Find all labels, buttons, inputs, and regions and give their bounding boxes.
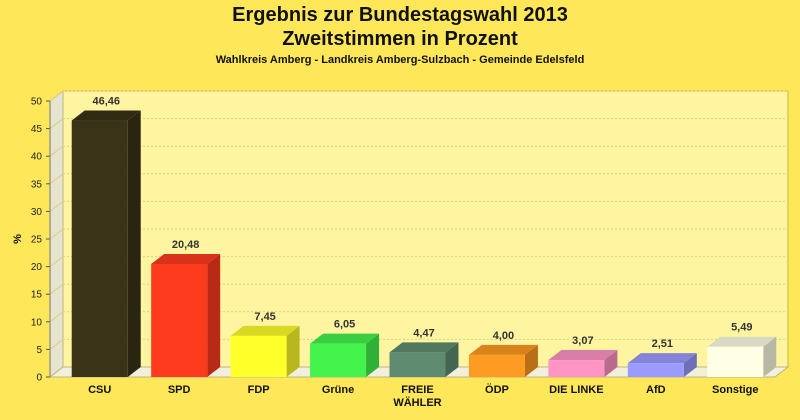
category-label: Grüne	[322, 384, 354, 396]
value-label: 6,05	[334, 319, 355, 331]
category-label: ÖDP	[485, 383, 509, 396]
bar	[230, 335, 287, 377]
value-label: 7,45	[254, 311, 275, 323]
value-label: 4,47	[413, 327, 434, 339]
y-tick-label: 25	[31, 235, 43, 246]
y-tick-label: 35	[31, 179, 43, 190]
bar-side	[366, 333, 380, 377]
bar	[389, 352, 446, 377]
category-label: WÄHLER	[393, 396, 441, 409]
bar-top	[71, 110, 141, 121]
grid-line-side	[49, 311, 64, 323]
chart-subtitle: Zweitstimmen in Prozent	[282, 28, 518, 50]
grid-line-side	[49, 118, 64, 129]
grid-line-side	[49, 145, 64, 157]
category-label: SPD	[168, 384, 191, 396]
chart-region-subtitle: Wahlkreis Amberg - Landkreis Amberg-Sulz…	[215, 54, 585, 66]
value-label: 2,51	[652, 338, 673, 350]
y-tick-label: 0	[36, 373, 42, 384]
bar-side	[127, 110, 141, 377]
value-label: 4,00	[493, 330, 514, 342]
y-tick-label: 45	[31, 124, 43, 135]
category-label: CSU	[88, 384, 111, 396]
bar	[151, 263, 208, 377]
bar-top	[230, 325, 300, 336]
grid-line-side	[49, 339, 64, 350]
y-tick-label: 40	[31, 152, 43, 163]
bar-top	[151, 253, 221, 264]
grid-line-side	[49, 90, 64, 102]
bar-side	[445, 342, 459, 377]
bar	[548, 360, 605, 377]
grid-line-side	[49, 173, 64, 185]
category-label: FDP	[248, 384, 270, 396]
bar-side	[763, 336, 777, 377]
category-label: DIE LINKE	[549, 384, 603, 396]
y-tick-label: 50	[31, 97, 43, 108]
category-label: FREIE	[401, 384, 433, 396]
bar-top	[548, 350, 618, 361]
value-label: 20,48	[172, 239, 200, 251]
bar-top	[389, 342, 459, 353]
grid-line-side	[49, 201, 64, 212]
bar-top	[468, 344, 538, 355]
y-tick-label: 5	[36, 345, 42, 356]
value-label: 46,46	[92, 96, 120, 108]
category-label: AfD	[646, 384, 666, 396]
bar	[707, 346, 764, 377]
category-label: Sonstige	[712, 384, 758, 396]
bar-side	[683, 353, 697, 377]
value-label: 3,07	[572, 335, 593, 347]
bar-top	[627, 353, 697, 364]
bar	[310, 343, 367, 377]
y-tick-label: 30	[31, 207, 43, 218]
y-axis-label: %	[12, 234, 24, 244]
bar	[627, 363, 684, 377]
bar	[71, 120, 128, 377]
chart-title: Ergebnis zur Bundestagswahl 2013	[232, 4, 568, 26]
value-label: 5,49	[731, 322, 752, 334]
bar-top	[310, 333, 380, 344]
bar	[468, 354, 525, 377]
grid-line-side	[49, 256, 64, 267]
grid-line-side	[49, 283, 64, 295]
bar-side	[524, 344, 538, 377]
bar-top	[707, 336, 777, 347]
bar-side	[207, 253, 221, 377]
y-tick-label: 10	[31, 317, 43, 328]
bar-side	[604, 350, 618, 377]
grid-line-side	[49, 228, 64, 240]
y-tick-label: 20	[31, 262, 43, 273]
y-tick-label: 15	[31, 290, 43, 301]
bar-side	[286, 325, 300, 377]
